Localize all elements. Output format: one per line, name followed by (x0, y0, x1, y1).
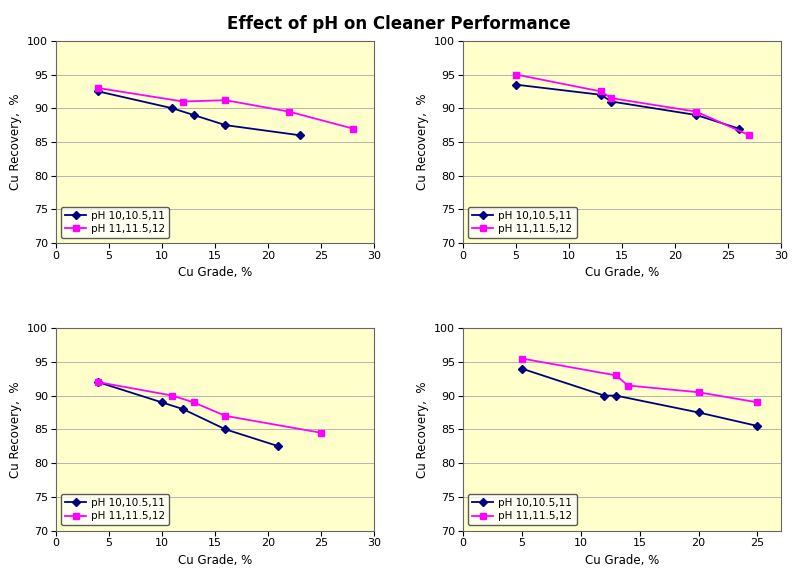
Legend: pH 10,10.5,11, pH 11,11.5,12: pH 10,10.5,11, pH 11,11.5,12 (468, 206, 577, 238)
pH 11,11.5,12 (167, 392, 177, 399)
pH 10,10.5,11 (93, 88, 103, 95)
Legend: pH 10,10.5,11, pH 11,11.5,12: pH 10,10.5,11, pH 11,11.5,12 (61, 494, 170, 525)
pH 10,10.5,11 (596, 92, 606, 99)
pH 10,10.5,11 (221, 426, 230, 433)
Line: pH 11,11.5,12: pH 11,11.5,12 (95, 379, 324, 436)
pH 11,11.5,12 (348, 125, 358, 132)
pH 11,11.5,12 (694, 389, 704, 396)
pH 10,10.5,11 (692, 111, 701, 118)
pH 10,10.5,11 (607, 98, 616, 105)
Line: pH 10,10.5,11: pH 10,10.5,11 (95, 88, 303, 138)
X-axis label: Cu Grade, %: Cu Grade, % (178, 554, 252, 567)
Line: pH 10,10.5,11: pH 10,10.5,11 (519, 366, 760, 429)
pH 10,10.5,11 (599, 392, 609, 399)
X-axis label: Cu Grade, %: Cu Grade, % (178, 266, 252, 279)
pH 11,11.5,12 (221, 412, 230, 419)
pH 10,10.5,11 (752, 423, 762, 430)
Line: pH 11,11.5,12: pH 11,11.5,12 (519, 356, 760, 406)
pH 11,11.5,12 (285, 108, 294, 115)
X-axis label: Cu Grade, %: Cu Grade, % (585, 266, 659, 279)
Line: pH 11,11.5,12: pH 11,11.5,12 (95, 85, 355, 132)
pH 10,10.5,11 (511, 81, 520, 88)
pH 11,11.5,12 (517, 355, 527, 362)
pH 10,10.5,11 (734, 125, 744, 132)
Line: pH 10,10.5,11: pH 10,10.5,11 (95, 379, 281, 449)
pH 11,11.5,12 (692, 108, 701, 115)
Text: Effect of pH on Cleaner Performance: Effect of pH on Cleaner Performance (226, 15, 571, 33)
Line: pH 10,10.5,11: pH 10,10.5,11 (512, 82, 742, 132)
pH 11,11.5,12 (316, 429, 326, 436)
pH 11,11.5,12 (179, 98, 188, 105)
pH 10,10.5,11 (167, 105, 177, 112)
Legend: pH 10,10.5,11, pH 11,11.5,12: pH 10,10.5,11, pH 11,11.5,12 (468, 494, 577, 525)
pH 11,11.5,12 (607, 94, 616, 101)
Line: pH 11,11.5,12: pH 11,11.5,12 (512, 71, 752, 138)
pH 11,11.5,12 (623, 382, 633, 389)
pH 11,11.5,12 (189, 399, 198, 406)
pH 11,11.5,12 (611, 372, 621, 379)
Y-axis label: Cu Recovery,  %: Cu Recovery, % (9, 381, 22, 477)
pH 10,10.5,11 (221, 122, 230, 129)
pH 10,10.5,11 (295, 132, 304, 139)
pH 11,11.5,12 (511, 71, 520, 78)
pH 10,10.5,11 (93, 378, 103, 385)
pH 11,11.5,12 (752, 399, 762, 406)
pH 10,10.5,11 (694, 409, 704, 416)
X-axis label: Cu Grade, %: Cu Grade, % (585, 554, 659, 567)
Y-axis label: Cu Recovery,  %: Cu Recovery, % (416, 381, 429, 477)
pH 10,10.5,11 (611, 392, 621, 399)
Legend: pH 10,10.5,11, pH 11,11.5,12: pH 10,10.5,11, pH 11,11.5,12 (61, 206, 170, 238)
pH 11,11.5,12 (93, 85, 103, 92)
pH 10,10.5,11 (157, 399, 167, 406)
Y-axis label: Cu Recovery,  %: Cu Recovery, % (416, 94, 429, 190)
pH 11,11.5,12 (221, 97, 230, 104)
pH 11,11.5,12 (93, 378, 103, 385)
pH 10,10.5,11 (517, 365, 527, 372)
pH 10,10.5,11 (179, 406, 188, 413)
pH 10,10.5,11 (273, 442, 283, 449)
pH 10,10.5,11 (189, 111, 198, 118)
pH 11,11.5,12 (596, 88, 606, 95)
Y-axis label: Cu Recovery,  %: Cu Recovery, % (9, 94, 22, 190)
pH 11,11.5,12 (744, 132, 754, 139)
